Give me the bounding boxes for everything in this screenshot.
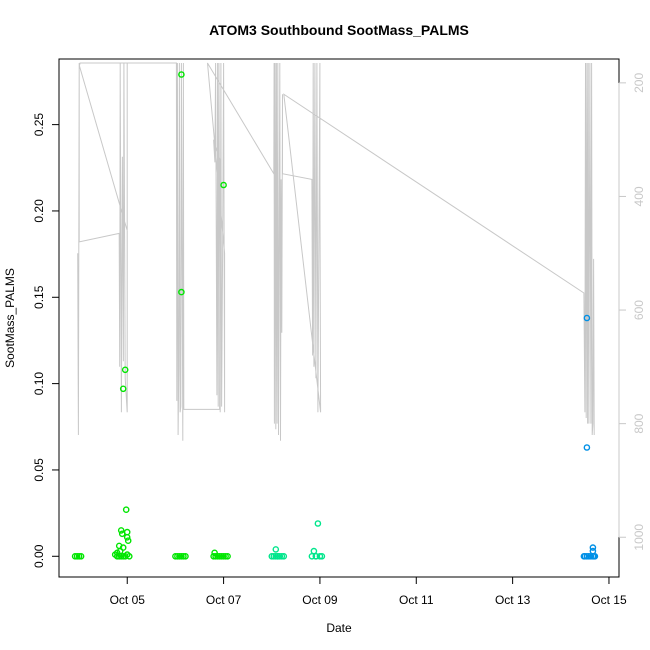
x-axis: Oct 05 Oct 07 Oct 09 Oct 11 Oct 13 Oct 15 — [110, 576, 627, 607]
data-point — [122, 506, 130, 514]
y-tick-label: 0.15 — [32, 285, 46, 309]
data-point — [123, 534, 131, 541]
data-point — [123, 528, 131, 536]
chart-title: ATOM3 Southbound SootMass_PALMS — [209, 22, 469, 38]
data-points — [71, 71, 599, 560]
data-point — [272, 553, 280, 560]
data-point — [121, 366, 129, 374]
x-tick-label: Oct 07 — [206, 593, 242, 607]
elevation-trace — [77, 62, 595, 441]
right-axis-tick-label: 600 — [632, 300, 646, 320]
right-axis-tick-label: 200 — [632, 73, 646, 93]
right-axis: 200 400 600 800 1000 — [618, 73, 646, 551]
y-tick-label: 0.05 — [32, 458, 46, 482]
data-point — [224, 553, 231, 560]
data-point — [318, 553, 326, 560]
x-tick-label: Oct 05 — [110, 593, 146, 607]
data-point — [314, 520, 322, 527]
right-axis-tick-label: 800 — [632, 413, 646, 433]
data-point — [280, 553, 288, 560]
y-axis-label: SootMass_PALMS — [3, 268, 17, 368]
data-point — [272, 546, 280, 553]
data-point — [590, 553, 598, 560]
y-axis: 0.00 0.05 0.10 0.15 0.20 0.25 — [32, 113, 60, 568]
data-point — [589, 544, 597, 551]
x-tick-label: Oct 11 — [399, 593, 434, 607]
data-point — [583, 444, 591, 451]
data-point — [178, 71, 185, 78]
data-point — [210, 553, 217, 560]
data-point — [77, 553, 85, 560]
data-point — [124, 537, 132, 545]
data-point — [178, 288, 185, 296]
data-point — [117, 553, 125, 560]
data-point — [583, 314, 591, 322]
plot-frame — [58, 58, 620, 578]
data-point — [312, 553, 320, 560]
data-point — [220, 181, 227, 189]
data-point — [117, 527, 125, 534]
data-point — [113, 553, 121, 560]
data-point — [126, 553, 133, 560]
right-axis-tick-label: 1000 — [632, 524, 646, 551]
y-tick-label: 0.00 — [32, 544, 46, 568]
data-point — [180, 553, 187, 560]
data-point — [115, 542, 123, 550]
data-point — [182, 553, 189, 560]
data-point — [589, 547, 597, 555]
elevation-lines — [77, 62, 595, 441]
x-tick-label: Oct 09 — [302, 593, 338, 607]
data-point — [211, 549, 218, 557]
x-tick-label: Oct 13 — [495, 593, 531, 607]
y-tick-label: 0.20 — [32, 199, 46, 223]
right-axis-tick-label: 400 — [632, 186, 646, 206]
data-point — [580, 553, 588, 560]
x-axis-label: Date — [326, 621, 352, 635]
y-tick-label: 0.10 — [32, 372, 46, 396]
x-tick-label: Oct 15 — [591, 593, 627, 607]
data-point — [310, 547, 318, 555]
y-tick-label: 0.25 — [32, 113, 46, 137]
data-point — [119, 385, 127, 393]
